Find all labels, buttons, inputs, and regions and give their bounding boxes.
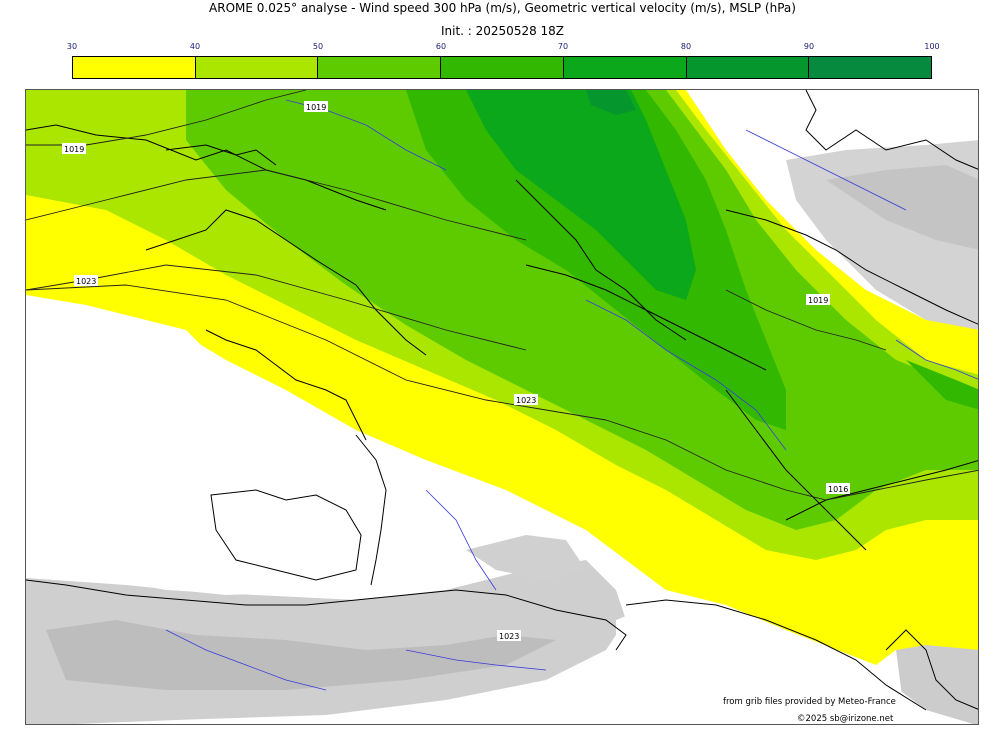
- svg-text:1019: 1019: [64, 145, 84, 154]
- colorbar-bin-60-70: [441, 57, 564, 78]
- colorbar-bin-70-80: [563, 57, 687, 78]
- svg-text:1019: 1019: [808, 296, 828, 305]
- colorbar-tick: 50: [312, 42, 324, 51]
- sea-areas: [26, 295, 974, 724]
- svg-text:1023: 1023: [499, 632, 519, 641]
- data-source-credit: from grib files provided by Meteo-France: [723, 697, 896, 707]
- isobar-label: 1019: [304, 101, 328, 112]
- coastlines: [26, 90, 978, 711]
- isobar-label: 1023: [74, 275, 98, 286]
- colorbar-tick: 30: [66, 42, 78, 51]
- chart-title: AROME 0.025° analyse - Wind speed 300 hP…: [209, 1, 796, 15]
- band-60-70: [406, 90, 786, 430]
- colorbar-tick: 60: [435, 42, 447, 51]
- isobar-label: 1023: [514, 394, 538, 405]
- band-80-90: [586, 90, 636, 115]
- svg-text:1016: 1016: [828, 485, 848, 494]
- map-canvas: 1019 1019 1023 1019 1023 1016: [26, 90, 978, 724]
- copyright-credit: ©2025 sb@irizone.net: [797, 714, 894, 724]
- wind-speed-field: [26, 90, 978, 665]
- map-panel: 1019 1019 1023 1019 1023 1016: [25, 89, 979, 725]
- svg-text:1023: 1023: [516, 396, 536, 405]
- colorbar: [72, 56, 932, 79]
- colorbar-bin-30-40: [73, 57, 196, 78]
- isobar-label: 1016: [826, 483, 850, 494]
- svg-text:1023: 1023: [76, 277, 96, 286]
- isobar-label: 1019: [62, 143, 86, 154]
- colorbar-tick: 40: [189, 42, 201, 51]
- sea-southeast: [616, 600, 974, 724]
- band-70-80: [466, 90, 696, 300]
- sea-bay: [26, 320, 386, 595]
- isobar-labels: 1019 1019 1023 1019 1023 1016: [62, 101, 850, 641]
- init-time: Init. : 20250528 18Z: [440, 24, 565, 38]
- isobar-label: 1023: [497, 630, 521, 641]
- colorbar-tick: 90: [803, 42, 815, 51]
- colorbar-bin-90-100: [809, 57, 932, 78]
- colorbar-bin-80-90: [686, 57, 810, 78]
- isobar-label: 1019: [806, 294, 830, 305]
- terrain-shading: [26, 140, 978, 724]
- colorbar-bin-40-50: [195, 57, 319, 78]
- colorbar-tick: 70: [557, 42, 569, 51]
- colorbar-bin-50-60: [318, 57, 442, 78]
- svg-text:1019: 1019: [306, 103, 326, 112]
- colorbar-tick: 100: [924, 42, 940, 51]
- colorbar-tick: 80: [680, 42, 692, 51]
